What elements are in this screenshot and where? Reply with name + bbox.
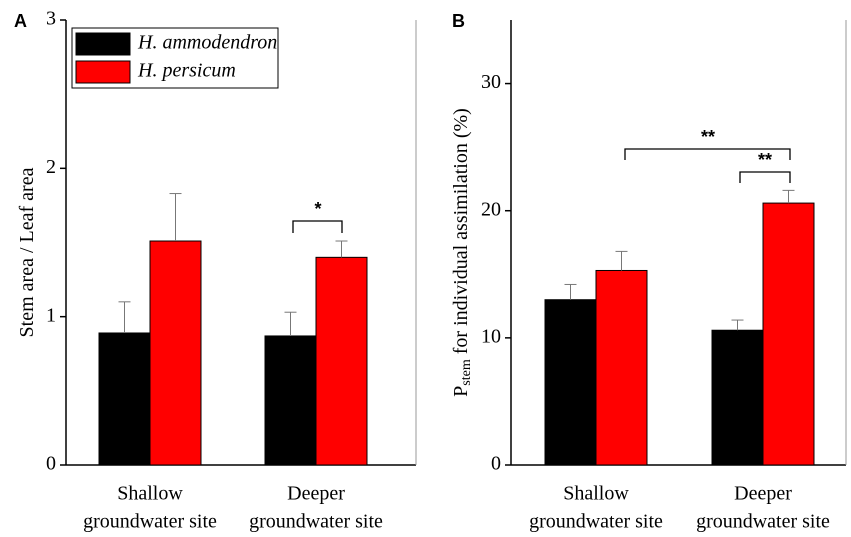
y-axis-label: Pstem for individual assimilation (%)	[450, 108, 475, 397]
significance-label: *	[314, 199, 321, 219]
y-tick-label: 3	[46, 8, 56, 30]
x-tick-label: groundwater site	[83, 511, 217, 533]
error-bar	[731, 319, 744, 331]
y-tick-label: 2	[46, 156, 56, 178]
x-tick-label: groundwater site	[529, 511, 663, 533]
y-axis-label-part: stem	[459, 359, 474, 386]
y-axis-label-part: for individual assimilation (%)	[450, 108, 472, 359]
x-tick-label: groundwater site	[249, 511, 383, 533]
panel-letter: B	[452, 11, 465, 31]
bar	[544, 299, 597, 466]
legend-swatch	[75, 60, 131, 84]
error-bar	[615, 250, 628, 271]
bar	[149, 240, 202, 466]
error-bar	[284, 311, 297, 336]
y-tick-label: 0	[46, 453, 56, 475]
bar	[762, 202, 815, 466]
significance-label: **	[701, 127, 715, 147]
legend-box	[71, 27, 279, 89]
bar	[595, 269, 648, 466]
x-tick-label: Shallow	[563, 483, 629, 505]
legend-swatch	[75, 32, 131, 56]
error-bar	[169, 193, 182, 242]
bar	[711, 329, 764, 466]
panel-letter: A	[14, 11, 27, 31]
y-axis-label: Stem area / Leaf area	[16, 167, 38, 337]
bar	[264, 335, 317, 466]
x-tick-label: Deeper	[287, 483, 345, 505]
error-bar	[782, 189, 795, 204]
y-tick-label: 1	[46, 304, 56, 326]
legend-label: H. ammodendron	[137, 32, 277, 54]
y-tick-label: 0	[491, 453, 501, 475]
y-tick-label: 30	[481, 71, 501, 93]
significance-bracket	[739, 171, 791, 183]
bar	[315, 256, 368, 466]
error-bar	[335, 240, 348, 258]
significance-bracket	[624, 148, 791, 160]
y-tick-label: 10	[481, 325, 501, 347]
x-tick-label: Shallow	[117, 483, 183, 505]
bar	[98, 332, 151, 466]
x-tick-label: Deeper	[734, 483, 792, 505]
y-tick-label: 20	[481, 198, 501, 220]
significance-bracket	[292, 220, 343, 233]
error-bar	[564, 283, 577, 300]
y-axis-label-part: P	[450, 386, 472, 397]
error-bar	[118, 301, 131, 333]
x-tick-label: groundwater site	[696, 511, 830, 533]
legend-label: H. persicum	[137, 60, 236, 82]
y-axis-label-part: Stem area / Leaf area	[16, 167, 38, 337]
significance-label: **	[758, 150, 772, 170]
